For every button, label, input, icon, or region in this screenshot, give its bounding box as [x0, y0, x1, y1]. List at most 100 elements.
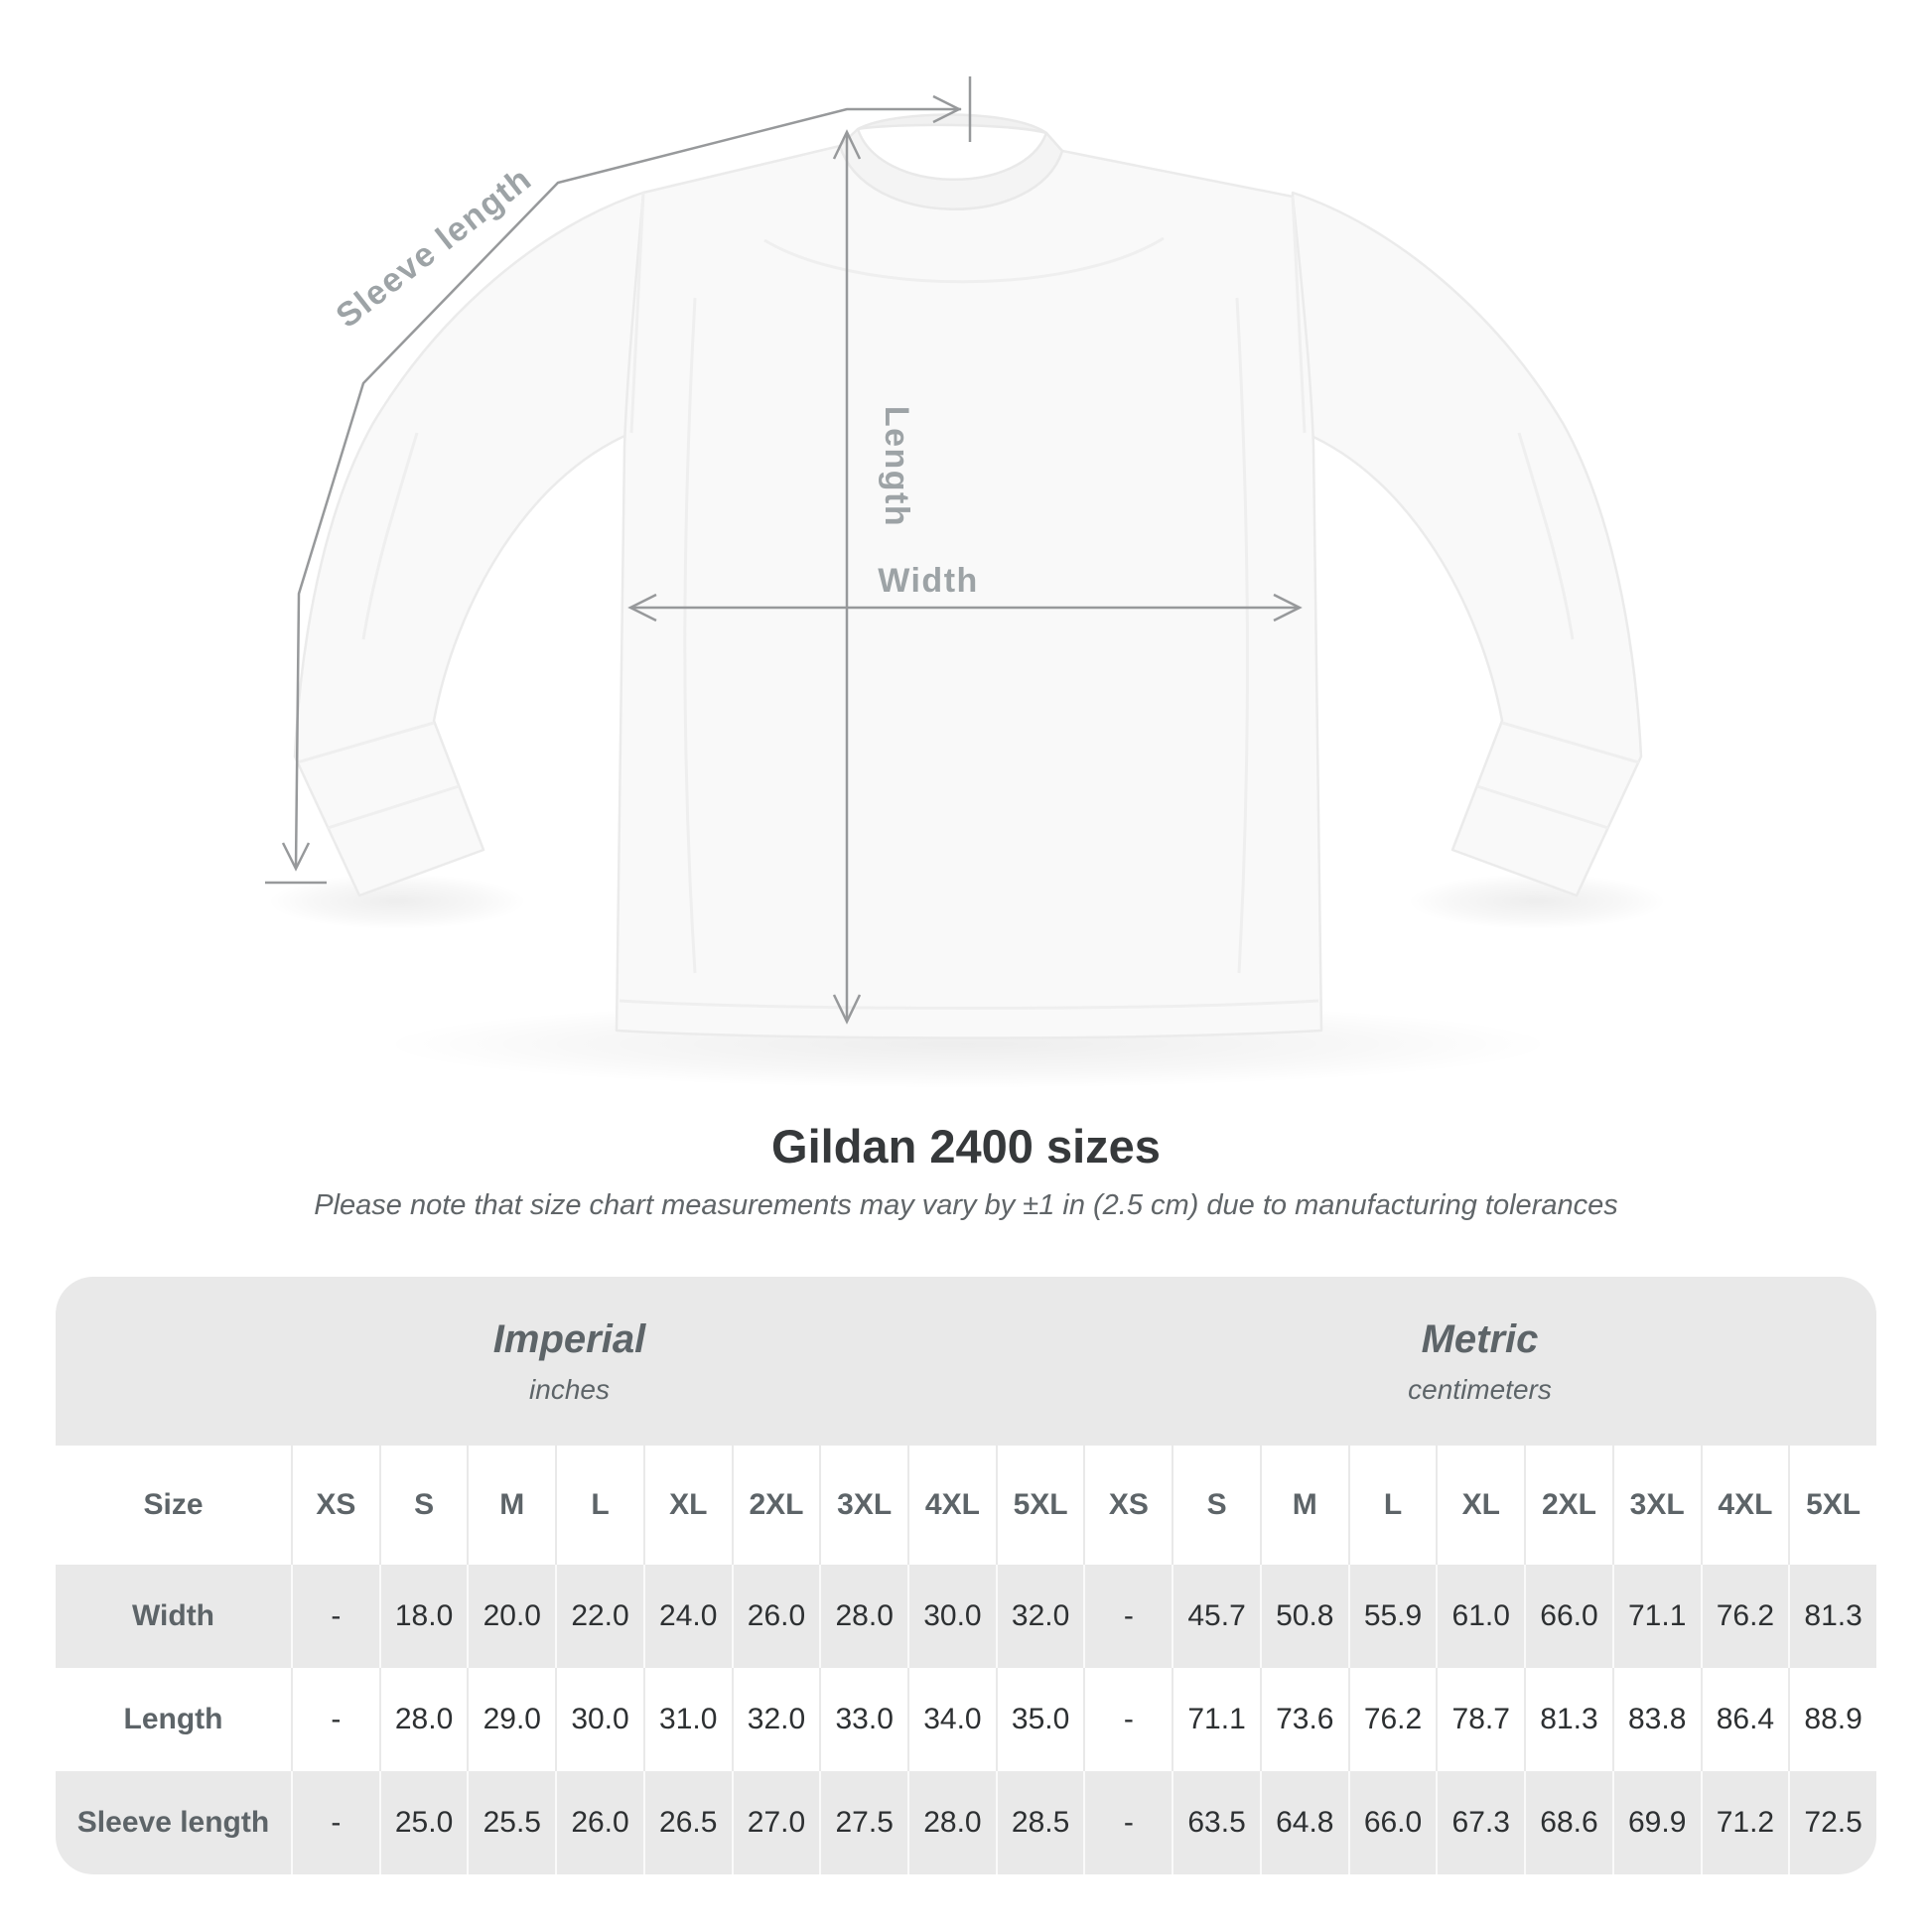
width-metric-l: 55.9 — [1347, 1565, 1437, 1668]
size-col-imperial-2xl: 2XL — [731, 1446, 820, 1565]
size-col-imperial-l: L — [555, 1446, 643, 1565]
width-imperial-4xl: 30.0 — [907, 1565, 996, 1668]
sleeve-imperial-xs: - — [291, 1771, 379, 1874]
size-header-row: Size XS S M L XL 2XL 3XL 4XL 5XL XS S M … — [56, 1446, 1876, 1565]
shirt-diagram: Sleeve length Length Width — [265, 76, 1666, 1088]
size-col-imperial-xs: XS — [291, 1446, 379, 1565]
width-metric-s: 45.7 — [1172, 1565, 1260, 1668]
sleeve-imperial-5xl: 28.5 — [995, 1771, 1084, 1874]
imperial-group-header: Imperial inches — [56, 1277, 1083, 1446]
sleeve-imperial-xl: 26.5 — [642, 1771, 732, 1874]
sleeve-metric-3xl: 69.9 — [1611, 1771, 1701, 1874]
sleeve-metric-s: 63.5 — [1172, 1771, 1260, 1874]
row-label: Width — [131, 1599, 215, 1632]
sleeve-metric-m: 64.8 — [1259, 1771, 1348, 1874]
sleeve-imperial-m: 25.5 — [467, 1771, 555, 1874]
size-col-imperial-m: M — [467, 1446, 555, 1565]
width-imperial-s: 18.0 — [378, 1565, 468, 1668]
length-imperial-s: 28.0 — [378, 1668, 468, 1771]
length-metric-xl: 78.7 — [1436, 1668, 1524, 1771]
size-col-metric-2xl: 2XL — [1524, 1446, 1612, 1565]
metric-group-header: Metric centimeters — [1083, 1277, 1876, 1446]
sleeve-length-arrow — [265, 76, 972, 885]
page-title: Gildan 2400 sizes — [771, 1120, 1161, 1173]
length-metric-5xl: 88.9 — [1788, 1668, 1876, 1771]
shirt-collar — [838, 127, 1064, 210]
metric-label: Metric — [1421, 1316, 1539, 1361]
length-imperial-m: 29.0 — [467, 1668, 555, 1771]
width-metric-4xl: 76.2 — [1700, 1565, 1789, 1668]
sleeve-metric-5xl: 72.5 — [1788, 1771, 1876, 1874]
sleeve-imperial-4xl: 28.0 — [907, 1771, 996, 1874]
length-imperial-l: 30.0 — [555, 1668, 643, 1771]
length-metric-xs: - — [1083, 1668, 1172, 1771]
shirt-right-sleeve — [1291, 191, 1643, 897]
width-imperial-m: 20.0 — [467, 1565, 555, 1668]
table-row-length: Length - 28.0 29.0 30.0 31.0 32.0 33.0 3… — [56, 1668, 1876, 1771]
size-col-metric-xl: XL — [1436, 1446, 1524, 1565]
table-row-width: Width - 18.0 20.0 22.0 24.0 26.0 28.0 30… — [56, 1565, 1876, 1668]
length-metric-m: 73.6 — [1259, 1668, 1348, 1771]
length-metric-4xl: 86.4 — [1700, 1668, 1789, 1771]
size-col-imperial-3xl: 3XL — [819, 1446, 907, 1565]
shirt-left-sleeve — [293, 191, 645, 897]
sleeve-metric-xs: - — [1083, 1771, 1172, 1874]
sleeve-imperial-l: 26.0 — [555, 1771, 643, 1874]
left-cuff-shadow — [268, 874, 526, 929]
size-col-metric-4xl: 4XL — [1700, 1446, 1789, 1565]
sleeve-metric-xl: 67.3 — [1436, 1771, 1524, 1874]
size-col-metric-l: L — [1347, 1446, 1437, 1565]
size-col-imperial-xl: XL — [642, 1446, 732, 1565]
size-column-header: Size — [143, 1488, 204, 1521]
size-col-metric-3xl: 3XL — [1611, 1446, 1701, 1565]
right-cuff-shadow — [1408, 874, 1666, 929]
sleeve-metric-4xl: 71.2 — [1700, 1771, 1789, 1874]
width-metric-xs: - — [1083, 1565, 1172, 1668]
row-label: Sleeve length — [76, 1806, 270, 1839]
shirt-collar-back — [856, 113, 1048, 135]
tolerance-note: Please note that size chart measurements… — [314, 1189, 1618, 1221]
length-metric-2xl: 81.3 — [1524, 1668, 1612, 1771]
length-imperial-3xl: 33.0 — [819, 1668, 907, 1771]
width-metric-5xl: 81.3 — [1788, 1565, 1876, 1668]
size-col-metric-m: M — [1259, 1446, 1348, 1565]
length-metric-3xl: 83.8 — [1611, 1668, 1701, 1771]
size-col-imperial-5xl: 5XL — [995, 1446, 1084, 1565]
width-imperial-3xl: 28.0 — [819, 1565, 907, 1668]
table-row-sleeve-length: Sleeve length - 25.0 25.5 26.0 26.5 27.0… — [56, 1771, 1876, 1874]
size-col-metric-5xl: 5XL — [1788, 1446, 1876, 1565]
sleeve-imperial-2xl: 27.0 — [731, 1771, 820, 1874]
width-imperial-xl: 24.0 — [642, 1565, 732, 1668]
length-imperial-5xl: 35.0 — [995, 1668, 1084, 1771]
length-imperial-4xl: 34.0 — [907, 1668, 996, 1771]
width-imperial-l: 22.0 — [555, 1565, 643, 1668]
size-col-imperial-4xl: 4XL — [907, 1446, 996, 1565]
width-label: Width — [878, 562, 979, 600]
sleeve-imperial-s: 25.0 — [378, 1771, 468, 1874]
width-imperial-xs: - — [291, 1565, 379, 1668]
size-col-metric-s: S — [1172, 1446, 1260, 1565]
imperial-unit-label: inches — [529, 1373, 610, 1405]
size-col-metric-xs: XS — [1083, 1446, 1172, 1565]
sleeve-imperial-3xl: 27.5 — [819, 1771, 907, 1874]
width-imperial-5xl: 32.0 — [995, 1565, 1084, 1668]
width-metric-m: 50.8 — [1259, 1565, 1348, 1668]
width-arrow — [627, 593, 1303, 622]
length-imperial-2xl: 32.0 — [731, 1668, 820, 1771]
metric-unit-label: centimeters — [1408, 1373, 1552, 1405]
shirt-seams — [296, 192, 1640, 1010]
length-imperial-xl: 31.0 — [642, 1668, 732, 1771]
imperial-label: Imperial — [492, 1316, 646, 1361]
length-metric-s: 71.1 — [1172, 1668, 1260, 1771]
size-table: Imperial inches Metric centimeters Size … — [56, 1277, 1876, 1874]
length-arrow — [832, 129, 862, 1025]
length-metric-l: 76.2 — [1347, 1668, 1437, 1771]
unit-band: Imperial inches Metric centimeters — [56, 1277, 1876, 1446]
size-col-imperial-s: S — [378, 1446, 468, 1565]
sleeve-metric-l: 66.0 — [1347, 1771, 1437, 1874]
width-metric-2xl: 66.0 — [1524, 1565, 1612, 1668]
row-label: Length — [123, 1703, 223, 1735]
title-block: Gildan 2400 sizes Please note that size … — [0, 1120, 1932, 1222]
length-imperial-xs: - — [291, 1668, 379, 1771]
